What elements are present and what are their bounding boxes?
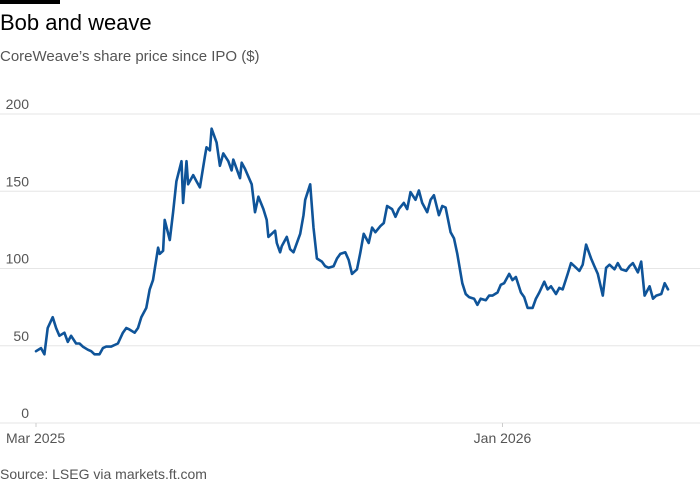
x-tick-label: Jan 2026 xyxy=(474,430,532,446)
chart-subtitle: CoreWeave’s share price since IPO ($) xyxy=(0,48,260,65)
top-rule xyxy=(0,0,60,4)
line-chart: 0 50 100 150 200 Mar 2025 Jan 2026 xyxy=(0,96,700,446)
y-tick-label: 150 xyxy=(6,173,30,189)
share-price-line xyxy=(34,127,670,356)
y-tick-label: 0 xyxy=(21,405,29,421)
x-axis-ticks: Mar 2025 Jan 2026 xyxy=(6,423,531,446)
y-axis-ticks: 0 50 100 150 200 xyxy=(6,96,30,421)
y-tick-label: 200 xyxy=(6,96,30,112)
source-note: Source: LSEG via markets.ft.com xyxy=(0,466,207,482)
y-tick-label: 100 xyxy=(6,251,30,267)
series-layer xyxy=(34,127,670,356)
x-tick-label: Mar 2025 xyxy=(6,430,65,446)
y-tick-label: 50 xyxy=(13,328,29,344)
grid-lines xyxy=(0,113,700,424)
chart-title: Bob and weave xyxy=(0,10,152,35)
